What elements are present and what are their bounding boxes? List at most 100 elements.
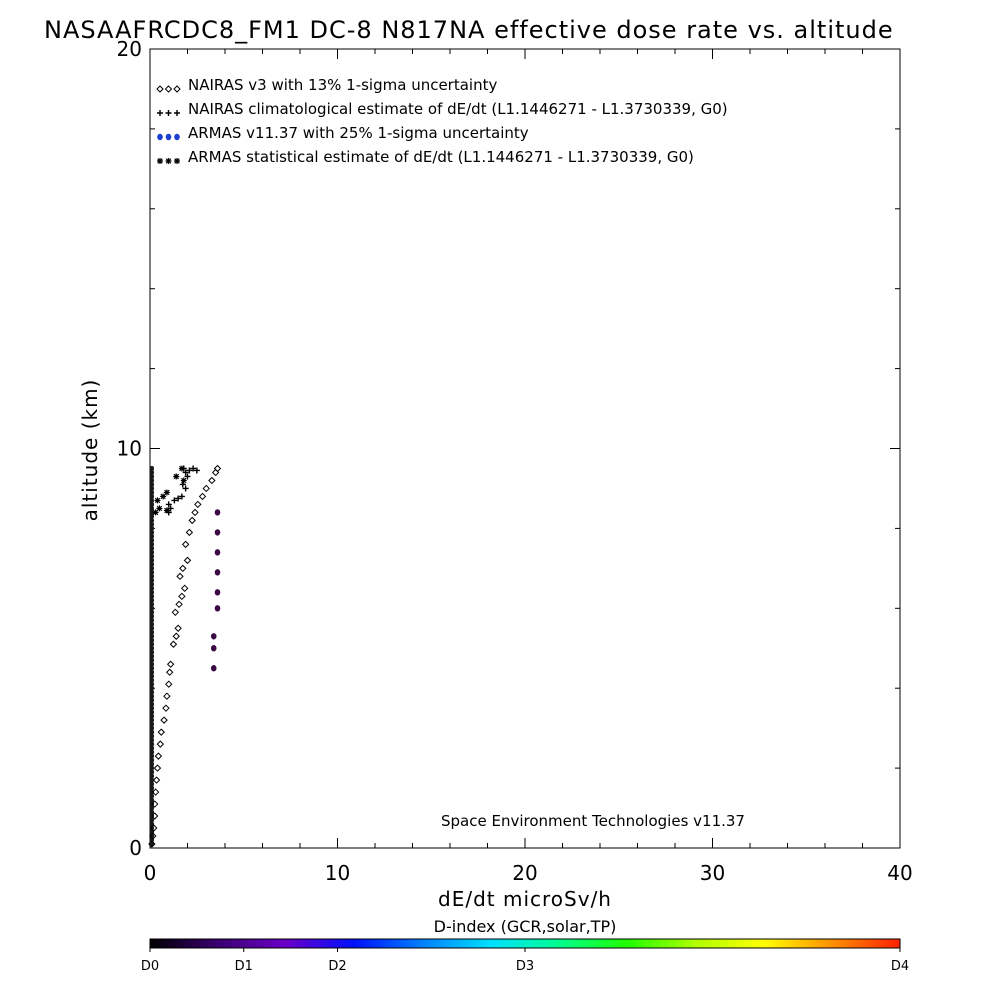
data-point bbox=[179, 564, 187, 573]
axis-data-point bbox=[149, 741, 155, 747]
axis-data-point bbox=[149, 753, 155, 759]
axis-data-point bbox=[149, 765, 155, 771]
data-point bbox=[210, 633, 217, 640]
data-point bbox=[214, 605, 221, 612]
axis-data-point bbox=[149, 489, 155, 496]
axis-data-point bbox=[149, 613, 155, 619]
data-marks bbox=[148, 464, 222, 848]
axis-data-point bbox=[149, 809, 155, 815]
data-point bbox=[160, 493, 167, 500]
y-tick-label: 20 bbox=[117, 37, 142, 61]
axis-data-point bbox=[149, 717, 155, 723]
axis-data-point bbox=[149, 693, 155, 699]
axis-data-point bbox=[149, 577, 155, 583]
axis-data-point bbox=[149, 797, 155, 803]
axis-data-point bbox=[149, 481, 155, 488]
data-point bbox=[154, 497, 161, 504]
axis-data-point bbox=[149, 805, 155, 811]
axis-data-point bbox=[149, 633, 155, 639]
colorbar-labels: D0 D1 D2 D3 D4 bbox=[141, 948, 909, 974]
data-point bbox=[210, 645, 217, 652]
data-point bbox=[166, 660, 175, 668]
legend-marker bbox=[165, 110, 172, 116]
data-point bbox=[153, 764, 162, 772]
data-point bbox=[171, 608, 180, 617]
data-point bbox=[150, 824, 158, 832]
data-point bbox=[165, 501, 172, 508]
axis-data-point bbox=[149, 737, 155, 743]
plot-frame bbox=[149, 48, 901, 849]
data-point bbox=[190, 465, 197, 472]
colorbar-label: D2 bbox=[328, 959, 346, 974]
data-point bbox=[156, 740, 165, 748]
axis-data-point bbox=[149, 761, 155, 767]
legend-label: ARMAS statistical estimate of dE/dt (L1.… bbox=[188, 148, 694, 166]
axis-data-point bbox=[149, 677, 155, 683]
data-point bbox=[154, 752, 163, 760]
data-point bbox=[150, 800, 159, 808]
axis-data-point bbox=[149, 553, 155, 559]
legend-marker bbox=[164, 85, 173, 93]
axis-data-point bbox=[149, 477, 155, 484]
colorbar-label: D3 bbox=[516, 959, 534, 974]
axis-data-point bbox=[149, 565, 155, 571]
data-point bbox=[150, 812, 159, 820]
axis-data-point bbox=[149, 769, 155, 775]
axis-data-point bbox=[149, 773, 155, 779]
legend-marker bbox=[157, 158, 163, 164]
data-point bbox=[188, 516, 196, 525]
axis-ticks bbox=[149, 48, 901, 849]
colorbar-title: D-index (GCR,solar,TP) bbox=[434, 917, 617, 936]
legend-label: NAIRAS climatological estimate of dE/dt … bbox=[188, 100, 728, 118]
axis-data-point bbox=[149, 609, 155, 615]
axis-data-point bbox=[149, 465, 155, 472]
data-point bbox=[163, 507, 170, 514]
axis-data-point bbox=[149, 637, 155, 643]
legend: NAIRAS v3 with 13% 1-sigma uncertainty NA… bbox=[156, 76, 728, 166]
data-point bbox=[175, 495, 182, 502]
axis-data-point bbox=[149, 593, 155, 599]
axis-data-point bbox=[149, 561, 155, 567]
colorbar-label: D1 bbox=[235, 959, 253, 974]
x-tick-label: 30 bbox=[700, 861, 725, 885]
data-point bbox=[214, 549, 221, 556]
axis-data-point bbox=[149, 545, 155, 551]
data-point bbox=[173, 473, 180, 480]
legend-marker bbox=[157, 133, 163, 141]
legend-label: NAIRAS v3 with 13% 1-sigma uncertainty bbox=[188, 76, 497, 94]
axis-data-point bbox=[149, 585, 155, 591]
axis-data-point bbox=[149, 789, 155, 795]
colorbar: D-index (GCR,solar,TP) D0 D1 D2 D3 D4 bbox=[141, 917, 909, 974]
data-point bbox=[182, 485, 189, 492]
legend-marker bbox=[174, 133, 180, 141]
axis-data-point bbox=[149, 729, 155, 735]
data-point bbox=[180, 477, 187, 484]
data-point bbox=[176, 572, 184, 581]
legend-marker bbox=[173, 85, 181, 93]
axis-data-point bbox=[149, 589, 155, 595]
axis-data-point bbox=[149, 473, 155, 480]
data-point bbox=[165, 680, 173, 688]
axis-data-point bbox=[149, 649, 155, 655]
axis-data-point bbox=[149, 669, 155, 675]
axis-data-point bbox=[149, 533, 155, 539]
legend-marker bbox=[157, 110, 163, 116]
data-point bbox=[193, 467, 200, 474]
data-point bbox=[185, 528, 194, 537]
axis-data-point bbox=[149, 621, 155, 627]
axis-data-point bbox=[149, 749, 155, 755]
axis-data-point bbox=[149, 697, 155, 703]
axis-data-point bbox=[149, 537, 155, 543]
data-point bbox=[214, 589, 221, 596]
axis-tick-labels: 0 10 20 30 40 0 10 20 bbox=[117, 37, 913, 885]
data-point bbox=[214, 569, 221, 576]
axis-data-point bbox=[149, 673, 155, 679]
data-point bbox=[198, 492, 207, 501]
axis-data-point bbox=[149, 745, 155, 751]
data-point bbox=[211, 468, 220, 477]
data-point bbox=[191, 508, 199, 517]
data-point bbox=[169, 640, 178, 648]
axis-data-point bbox=[149, 597, 155, 603]
data-point bbox=[174, 624, 182, 632]
data-point bbox=[178, 493, 185, 500]
